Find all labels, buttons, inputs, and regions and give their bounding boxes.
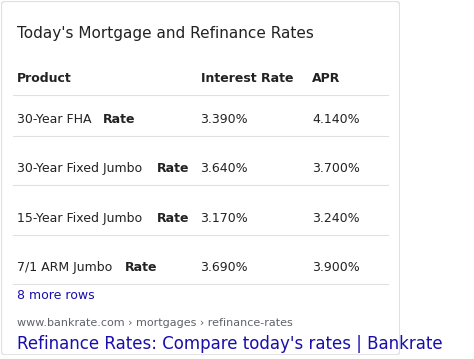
Text: 3.390%: 3.390% bbox=[201, 113, 248, 126]
Text: Rate: Rate bbox=[125, 261, 157, 274]
Text: Interest Rate: Interest Rate bbox=[201, 72, 293, 85]
Text: www.bankrate.com › mortgages › refinance-rates: www.bankrate.com › mortgages › refinance… bbox=[18, 318, 293, 328]
Text: 3.690%: 3.690% bbox=[201, 261, 248, 274]
Text: 3.700%: 3.700% bbox=[312, 162, 360, 175]
Text: 7/1 ARM Jumbo: 7/1 ARM Jumbo bbox=[18, 261, 117, 274]
Text: APR: APR bbox=[312, 72, 340, 85]
Text: 3.170%: 3.170% bbox=[201, 212, 248, 225]
FancyBboxPatch shape bbox=[1, 1, 400, 355]
Text: 30-Year FHA: 30-Year FHA bbox=[18, 113, 96, 126]
Text: 8 more rows: 8 more rows bbox=[18, 289, 95, 302]
Text: 3.900%: 3.900% bbox=[312, 261, 360, 274]
Text: Product: Product bbox=[18, 72, 72, 85]
Text: Rate: Rate bbox=[157, 212, 190, 225]
Text: Refinance Rates: Compare today's rates | Bankrate: Refinance Rates: Compare today's rates |… bbox=[18, 335, 443, 353]
Text: 3.640%: 3.640% bbox=[201, 162, 248, 175]
Text: Today's Mortgage and Refinance Rates: Today's Mortgage and Refinance Rates bbox=[18, 26, 314, 41]
Text: 3.240%: 3.240% bbox=[312, 212, 360, 225]
Text: Rate: Rate bbox=[102, 113, 135, 126]
Text: 15-Year Fixed Jumbo: 15-Year Fixed Jumbo bbox=[18, 212, 146, 225]
Text: Rate: Rate bbox=[157, 162, 190, 175]
Text: 30-Year Fixed Jumbo: 30-Year Fixed Jumbo bbox=[18, 162, 146, 175]
Text: 4.140%: 4.140% bbox=[312, 113, 360, 126]
